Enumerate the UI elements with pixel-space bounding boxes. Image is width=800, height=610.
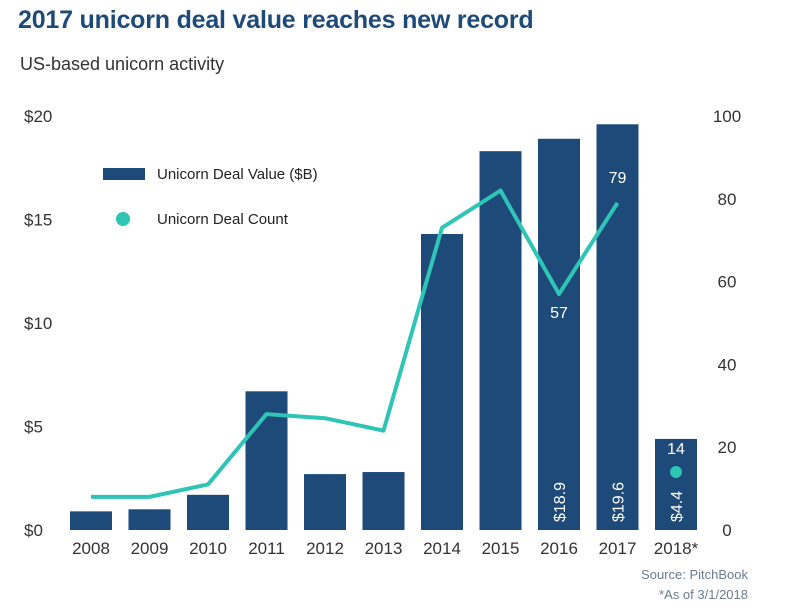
legend-bar-swatch — [103, 168, 145, 180]
count-value-label: 57 — [550, 305, 568, 322]
bar-2015 — [479, 151, 522, 530]
x-axis-tick: 2014 — [423, 539, 461, 558]
x-axis-tick: 2017 — [599, 539, 637, 558]
left-axis-tick: $0 — [24, 521, 43, 540]
bar-2009 — [128, 509, 171, 530]
bar-2008 — [70, 511, 112, 530]
deal-count-line — [91, 188, 620, 499]
bar-value-label: $18.9 — [552, 482, 569, 522]
chart-subtitle: US-based unicorn activity — [20, 54, 225, 74]
count-value-label: 79 — [609, 170, 627, 187]
data-labels: $18.9 $19.6 $4.4 57 79 14 — [550, 170, 686, 522]
x-axis-tick: 2016 — [540, 539, 578, 558]
bar-2010 — [187, 494, 229, 530]
source-note: Source: PitchBook — [641, 567, 748, 582]
right-axis-tick: 60 — [718, 273, 737, 292]
x-axis-tick: 2009 — [131, 539, 169, 558]
left-axis-tick: $15 — [24, 211, 52, 230]
bar-2013 — [362, 472, 405, 530]
bar-series — [70, 124, 697, 531]
bar-2017 — [596, 124, 639, 530]
left-axis-tick: $5 — [24, 418, 43, 437]
left-axis-tick: $20 — [24, 107, 52, 126]
x-axis-tick: 2008 — [72, 539, 110, 558]
x-axis-tick: 2013 — [365, 539, 403, 558]
footnote: *As of 3/1/2018 — [659, 587, 748, 602]
x-axis-tick: 2018* — [654, 539, 699, 558]
legend-label-value: Unicorn Deal Value ($B) — [157, 166, 318, 183]
legend-label-count: Unicorn Deal Count — [157, 211, 289, 228]
chart-title: 2017 unicorn deal value reaches new reco… — [18, 6, 534, 34]
legend-dot-swatch — [116, 212, 130, 226]
x-axis-tick: 2012 — [306, 539, 344, 558]
line-series — [90, 188, 682, 499]
axes: $0 $5 $10 $15 $20 0 20 40 60 80 100 2008 2009 2010 201… — [24, 107, 741, 558]
legend: Unicorn Deal Value ($B) Unicorn Deal Coun… — [103, 166, 318, 228]
bar-2016 — [538, 138, 580, 530]
count-dot-2018 — [670, 466, 682, 479]
right-axis-tick: 0 — [722, 521, 731, 540]
bar-2018 — [655, 438, 697, 530]
x-axis-tick: 2011 — [248, 539, 285, 558]
x-axis-tick: 2010 — [189, 539, 227, 558]
bar-value-label: $4.4 — [669, 491, 686, 522]
right-axis-tick: 20 — [718, 438, 737, 457]
count-value-label: 14 — [667, 441, 685, 458]
bar-value-label: $19.6 — [611, 482, 628, 522]
bar-2012 — [304, 474, 346, 530]
x-axis-tick: 2015 — [482, 539, 520, 558]
right-axis-tick: 100 — [713, 107, 741, 126]
left-axis-tick: $10 — [24, 314, 52, 333]
right-axis-tick: 80 — [718, 190, 737, 209]
right-axis-tick: 40 — [718, 355, 737, 374]
